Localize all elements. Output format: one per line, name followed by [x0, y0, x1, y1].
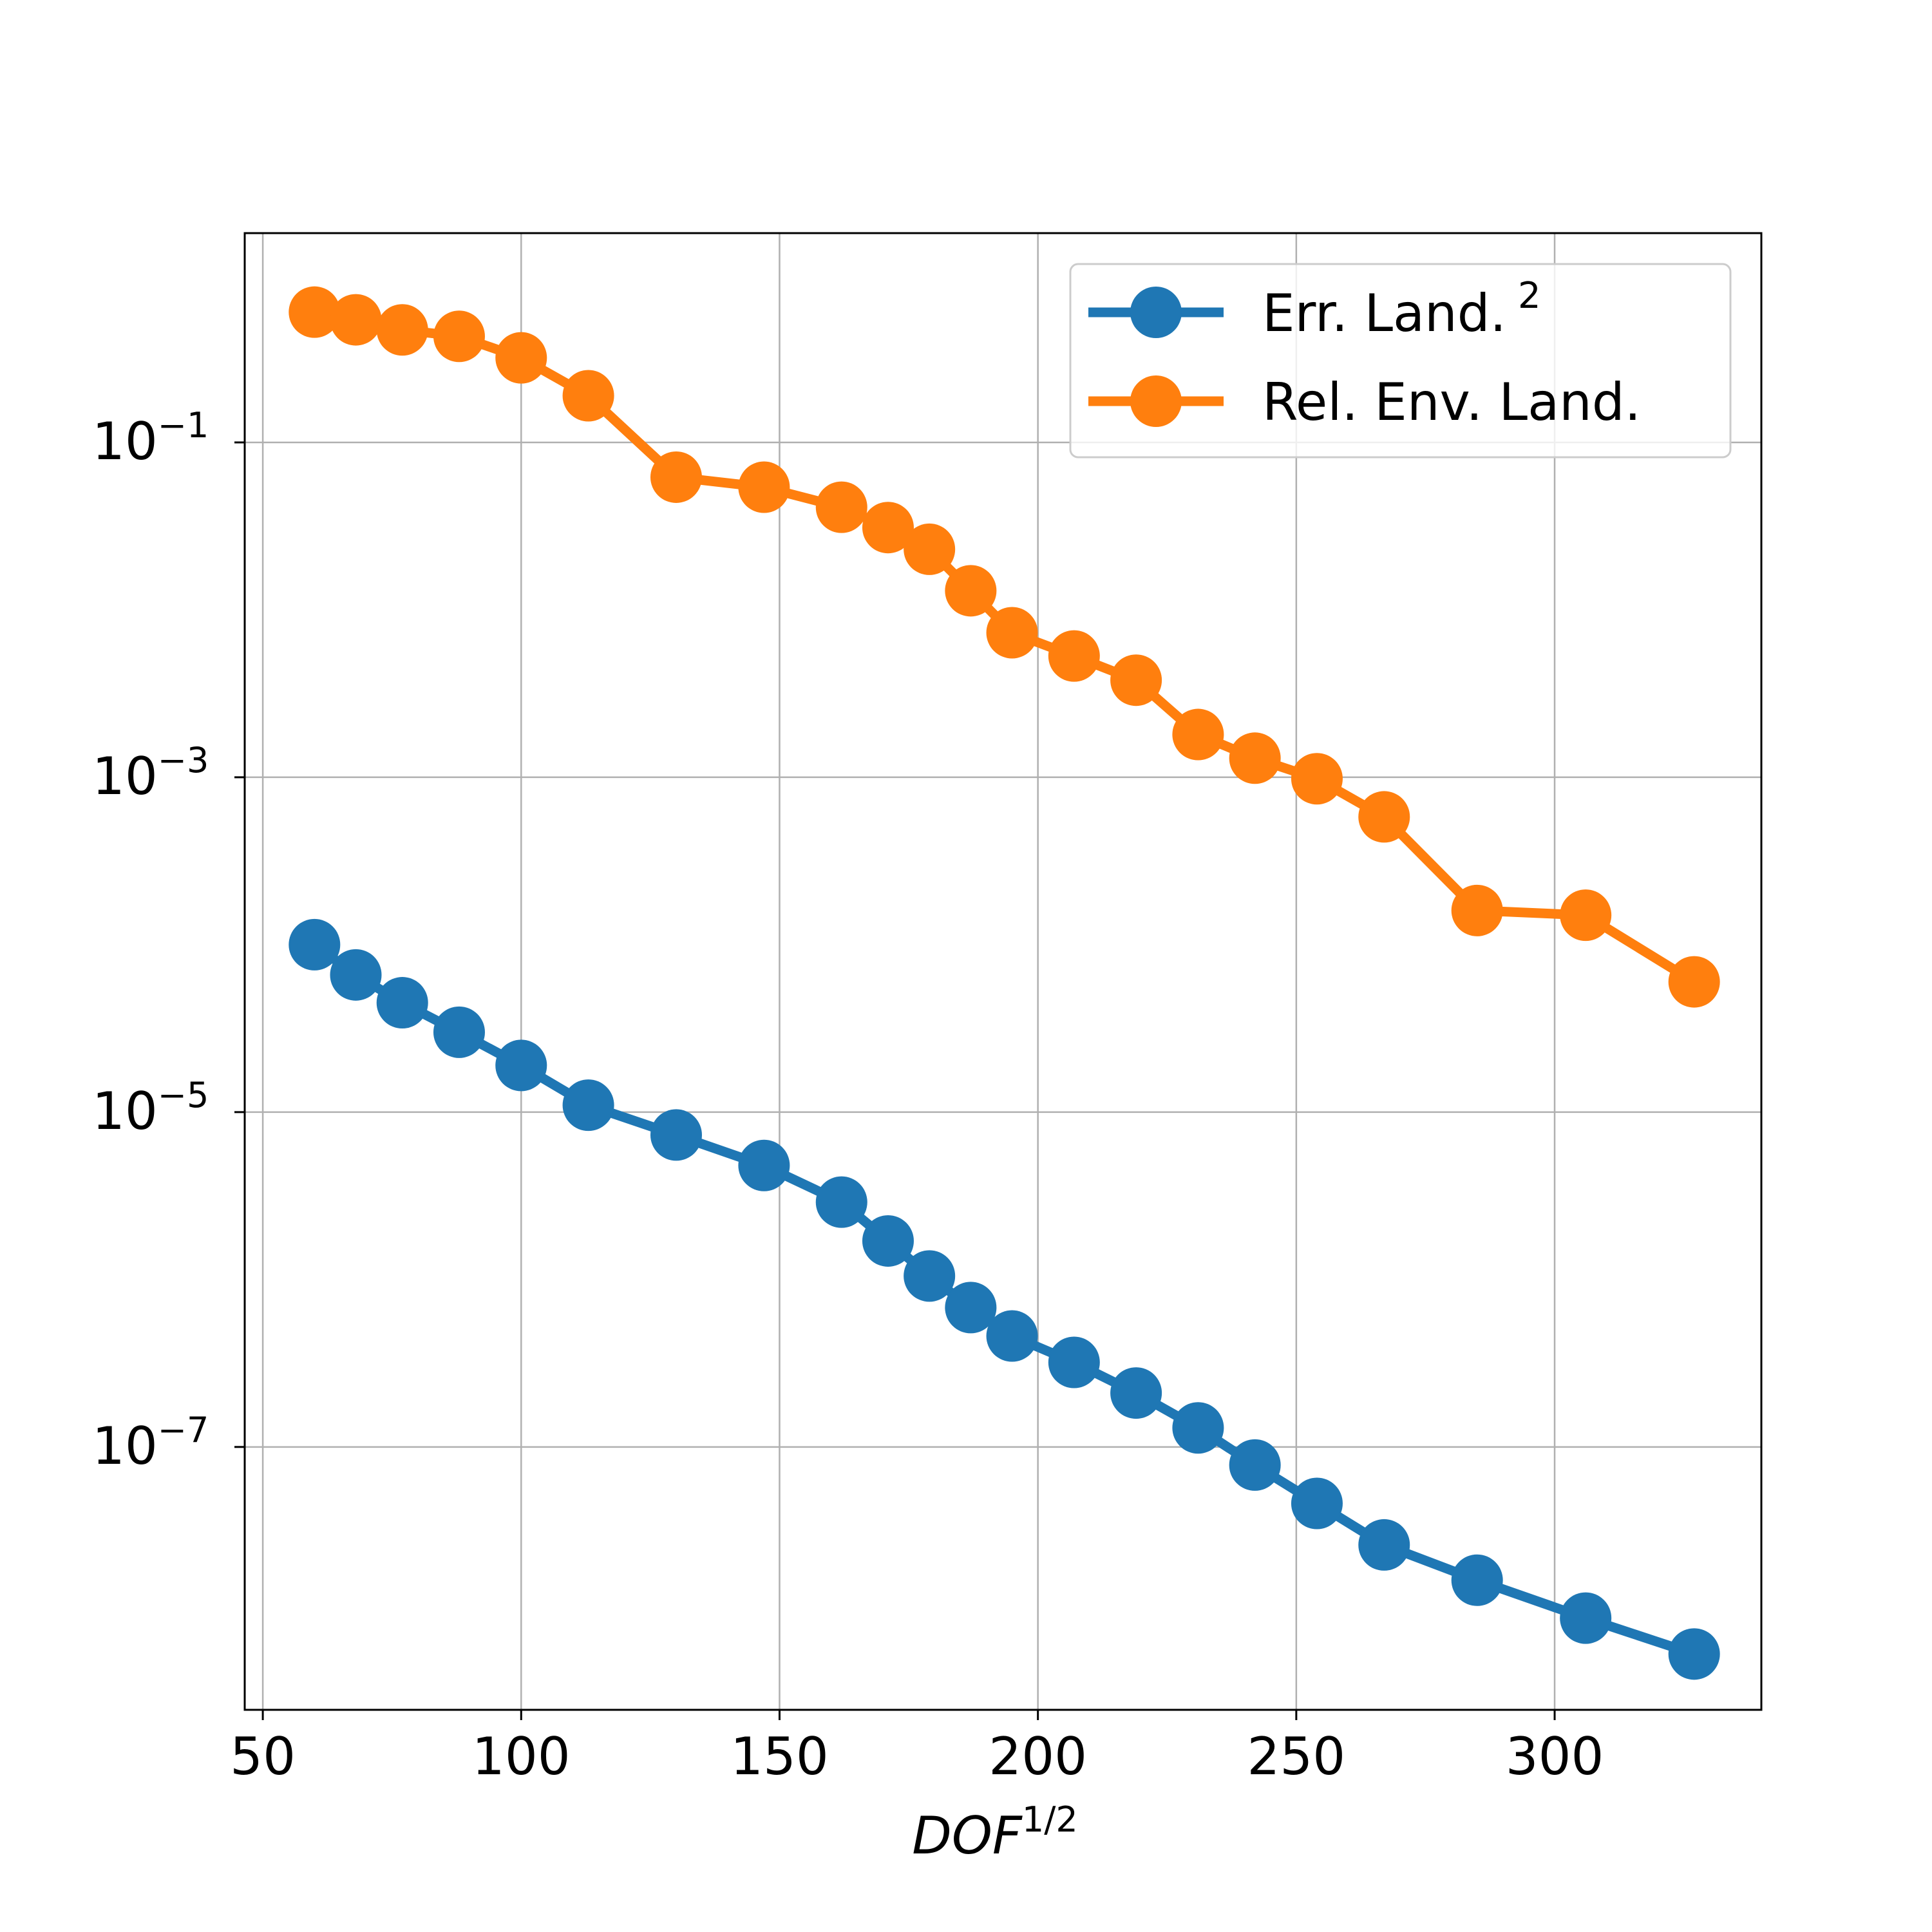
data-point	[1110, 1367, 1162, 1419]
y-tick-label: 10−5	[92, 1075, 209, 1141]
data-point	[1048, 1336, 1100, 1388]
data-point	[738, 1139, 790, 1191]
data-point	[862, 1215, 914, 1267]
data-point	[1291, 753, 1343, 805]
data-point	[562, 1079, 614, 1132]
data-point	[1229, 1439, 1281, 1491]
data-point	[1560, 1592, 1612, 1644]
data-point	[862, 502, 914, 554]
data-point	[1358, 791, 1410, 843]
legend-box	[1069, 263, 1732, 459]
data-point	[330, 294, 382, 346]
data-point	[289, 286, 341, 338]
y-tick-label: 10−7	[92, 1410, 209, 1476]
data-point	[650, 451, 702, 503]
x-tick-label: 300	[1506, 1727, 1604, 1786]
y-tick-label-base: 10	[92, 1081, 158, 1141]
series-1	[289, 918, 1720, 1680]
data-point	[495, 1039, 547, 1092]
x-tick-label: 150	[730, 1727, 829, 1786]
y-tick-label-base: 10	[92, 746, 158, 806]
y-tick-label: 10−3	[92, 740, 209, 806]
data-point	[1668, 956, 1720, 1008]
data-point	[1172, 708, 1224, 761]
legend-label-name: Err. Land.	[1262, 283, 1506, 343]
svg-text:DOF1/2: DOF1/2	[912, 1799, 1078, 1866]
data-point	[376, 304, 428, 356]
series-line	[313, 307, 1697, 986]
data-point	[1229, 732, 1281, 784]
legend-marker	[1130, 287, 1182, 338]
data-point	[1451, 1554, 1503, 1606]
series-layer	[289, 286, 1720, 1680]
x-tick-label: 50	[230, 1727, 296, 1786]
series-2	[289, 286, 1720, 1008]
data-point	[738, 461, 790, 513]
x-tick-label: 200	[989, 1727, 1087, 1786]
data-point	[986, 1310, 1038, 1362]
data-point	[650, 1109, 702, 1161]
x-tick-label: 250	[1247, 1727, 1346, 1786]
legend-label: Err. Land. 2	[1262, 275, 1541, 343]
legend-item: Err. Land. 2	[1088, 275, 1541, 343]
data-point	[904, 523, 956, 575]
data-point	[945, 565, 997, 617]
data-point	[815, 481, 867, 533]
legend-marker	[1130, 375, 1182, 427]
x-axis-label-base: DOF	[912, 1806, 1023, 1866]
data-point	[330, 949, 382, 1001]
x-axis-label-sup: 1/2	[1022, 1799, 1078, 1840]
data-point	[1560, 889, 1612, 942]
series-line	[311, 940, 1696, 1659]
data-point	[376, 977, 428, 1029]
legend-label-superscript: 2	[1518, 275, 1541, 317]
data-point	[904, 1250, 956, 1302]
data-point	[1172, 1402, 1224, 1454]
data-point	[1668, 1628, 1720, 1680]
data-point	[433, 310, 485, 363]
y-tick-label: 10−1	[92, 405, 209, 471]
data-point	[562, 370, 614, 422]
legend-label: Rel. Env. Land.	[1262, 372, 1641, 432]
data-point	[1451, 884, 1503, 936]
data-point	[945, 1282, 997, 1334]
data-point	[289, 918, 341, 971]
data-point	[1110, 654, 1162, 706]
legend-item: Rel. Env. Land.	[1088, 372, 1641, 432]
y-tick-label-exponent: −7	[158, 1410, 209, 1450]
y-tick-label-base: 10	[92, 412, 158, 471]
y-tick-label-exponent: −5	[158, 1075, 209, 1115]
data-point	[1291, 1477, 1343, 1530]
legend: Err. Land. 2 Rel. Env. Land.	[1069, 263, 1732, 459]
y-tick-label-base: 10	[92, 1416, 158, 1476]
x-tick-label: 100	[472, 1727, 571, 1786]
plot-frame	[243, 232, 1763, 1711]
y-tick-label-exponent: −3	[158, 740, 209, 781]
data-point	[986, 607, 1038, 659]
y-tick-label-exponent: −1	[158, 405, 209, 446]
data-point	[495, 332, 547, 384]
x-axis-label: DOF1/2	[912, 1799, 1078, 1866]
data-point	[433, 1006, 485, 1058]
data-point	[1048, 630, 1100, 682]
legend-label-name: Rel. Env. Land.	[1262, 372, 1641, 432]
data-point	[1358, 1519, 1410, 1571]
data-point	[815, 1176, 867, 1228]
